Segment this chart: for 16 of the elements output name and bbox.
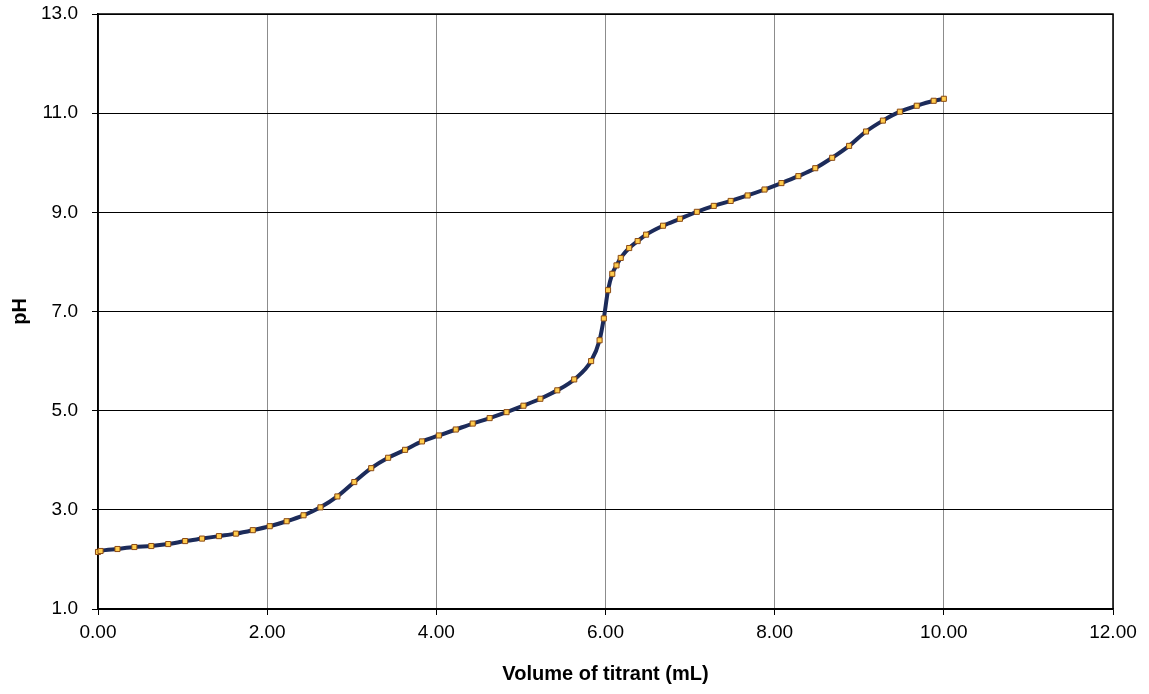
y-tick-label: 11.0 bbox=[42, 101, 78, 123]
x-tick-label: 10.00 bbox=[920, 620, 968, 642]
x-tick-label: 0.00 bbox=[79, 620, 117, 642]
x-axis-title: Volume of titrant (mL) bbox=[502, 661, 709, 684]
x-tick-label: 12.00 bbox=[1089, 620, 1137, 642]
y-tick-label: 1.0 bbox=[51, 597, 78, 619]
y-axis-title: pH bbox=[7, 298, 30, 325]
x-tick-label: 2.00 bbox=[248, 620, 286, 642]
y-tick-label: 9.0 bbox=[51, 200, 78, 222]
y-tick-label: 3.0 bbox=[51, 498, 78, 520]
x-tick-label: 8.00 bbox=[756, 620, 794, 642]
y-tick-label: 7.0 bbox=[51, 299, 78, 321]
x-tick-label: 4.00 bbox=[417, 620, 455, 642]
y-tick-label: 5.0 bbox=[51, 398, 78, 420]
x-tick-label: 6.00 bbox=[587, 620, 624, 642]
y-tick-label: 13.0 bbox=[41, 2, 78, 24]
